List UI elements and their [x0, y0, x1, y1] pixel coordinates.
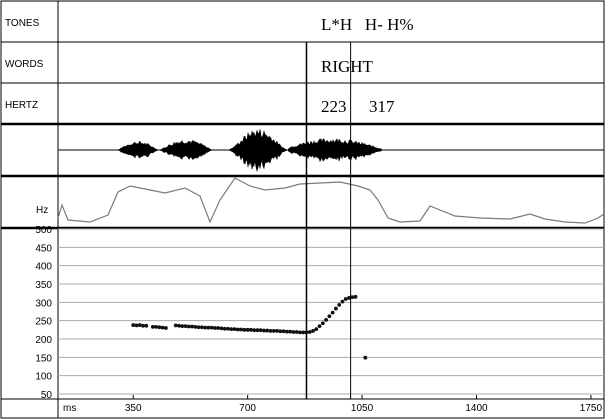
pitch-point — [278, 329, 283, 334]
pitch-point — [258, 328, 263, 333]
pitch-point — [183, 324, 188, 329]
pitch-point — [301, 330, 306, 335]
pitch-point — [347, 296, 351, 300]
tier-label-hertz: HERTZ — [5, 100, 38, 111]
intensity-contour — [57, 177, 605, 224]
pitch-point — [324, 318, 328, 322]
y-tick-label: 450 — [35, 243, 52, 254]
pitch-point — [235, 327, 240, 332]
x-tick-label: 1400 — [465, 403, 488, 414]
y-tick-label: 150 — [35, 353, 52, 364]
pitch-point — [284, 329, 289, 334]
pitch-point — [229, 327, 234, 331]
pitch-point — [150, 325, 155, 329]
pitch-point — [203, 325, 208, 330]
pitch-point — [141, 323, 145, 328]
pitch-point — [226, 326, 230, 331]
pitch-point — [157, 325, 162, 330]
pitch-point — [199, 325, 204, 330]
ms-unit-label: ms — [63, 403, 76, 414]
pitch-point — [222, 326, 227, 331]
pitch-point — [206, 325, 211, 330]
pitch-point — [307, 330, 312, 334]
hertz-annotation-1: 223 — [321, 97, 347, 116]
pitch-point — [327, 314, 332, 319]
x-tick-label: 350 — [125, 403, 142, 414]
pitch-point — [353, 294, 358, 299]
pitch-point — [350, 295, 355, 300]
pitch-grid: 500 450 400 350 300 250 200 150 100 50 — [35, 225, 604, 401]
pitch-point — [239, 327, 243, 332]
pitch-point — [137, 323, 142, 327]
pitch-point — [131, 323, 136, 327]
pitch-point — [334, 306, 338, 311]
pitch-point — [294, 330, 299, 334]
pitch-point — [262, 328, 266, 333]
pitch-point — [213, 326, 217, 330]
pitch-point — [340, 299, 345, 304]
x-tick-label: 1750 — [580, 403, 603, 414]
pitch-point — [363, 355, 368, 360]
pitch-point — [160, 325, 165, 330]
pitch-point — [180, 324, 185, 329]
pitch-point — [337, 303, 342, 307]
y-tick-label: 350 — [35, 280, 52, 291]
pitch-point — [248, 327, 253, 332]
pitch-point — [330, 310, 335, 315]
pitch-point — [190, 324, 194, 329]
pitch-point — [314, 327, 319, 331]
words-annotation: RIGHT — [321, 57, 374, 76]
pitch-point — [216, 326, 221, 330]
hertz-annotation-2: 317 — [369, 97, 395, 116]
pitch-point — [186, 324, 191, 329]
pitch-point — [144, 323, 149, 328]
pitch-point — [193, 325, 198, 329]
pitch-point — [298, 330, 302, 335]
tones-annotation: L*H H- H% — [321, 15, 414, 34]
pitch-point — [343, 297, 348, 301]
waveform — [110, 129, 390, 173]
pitch-point — [268, 329, 273, 333]
y-tick-label: 50 — [41, 390, 53, 401]
pitch-point — [154, 325, 158, 329]
pitch-point — [281, 329, 286, 334]
pitch-point — [173, 323, 178, 328]
pitch-point — [196, 325, 201, 330]
y-tick-label: 200 — [35, 335, 52, 346]
x-tick-label: 1050 — [351, 403, 374, 414]
pitch-point — [265, 328, 270, 333]
y-tick-label: 300 — [35, 298, 52, 309]
pitch-point — [163, 326, 168, 330]
pitch-point — [177, 323, 181, 328]
pitch-point — [271, 329, 276, 333]
pitch-point — [288, 329, 293, 334]
y-tick-label: 400 — [35, 262, 52, 273]
pitch-point — [320, 321, 325, 326]
tier-label-words: WORDS — [5, 59, 44, 70]
pitch-point — [242, 327, 247, 332]
y-tick-label: 500 — [35, 225, 52, 236]
pitch-point — [291, 330, 296, 334]
y-tick-label: 100 — [35, 372, 52, 383]
pitch-point — [134, 323, 139, 328]
hz-unit-label: Hz — [36, 205, 48, 216]
pitch-point — [252, 328, 257, 333]
pitch-point — [219, 326, 224, 331]
pitch-point — [311, 329, 315, 333]
pitch-point — [317, 324, 322, 329]
tier-label-tones: TONES — [5, 18, 40, 29]
x-tick-label: 700 — [239, 403, 256, 414]
pitch-point — [255, 328, 260, 333]
pitch-point — [209, 325, 214, 330]
pitch-point — [232, 327, 237, 331]
pitch-point — [245, 327, 250, 332]
time-axis: 350 700 1050 1400 1750 — [125, 395, 603, 414]
y-tick-label: 250 — [35, 317, 52, 328]
pitch-track — [131, 294, 368, 360]
pitch-point — [275, 329, 279, 333]
